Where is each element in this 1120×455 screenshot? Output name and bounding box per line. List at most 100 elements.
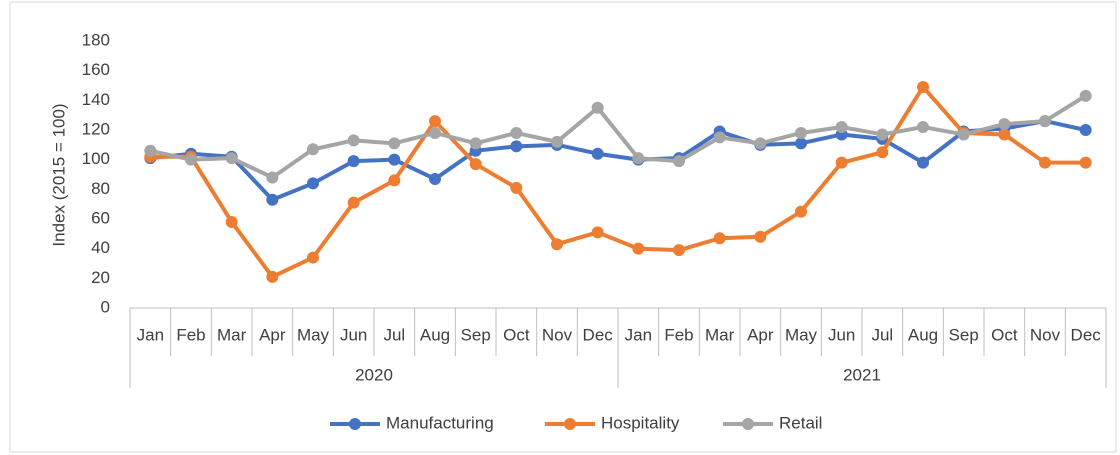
x-tick-label: Jun [828, 325, 855, 344]
data-point [307, 143, 319, 156]
x-tick-label: Jun [340, 325, 367, 344]
data-point [307, 177, 319, 190]
y-tick-label: 60 [91, 208, 110, 227]
data-point [876, 146, 889, 159]
data-point [388, 137, 401, 150]
data-point [225, 215, 238, 228]
data-point [591, 226, 604, 239]
data-point [917, 80, 929, 93]
x-tick-label: Jul [383, 325, 405, 344]
x-tick-label: Nov [542, 325, 573, 344]
x-tick-label: Jan [625, 325, 652, 344]
data-point [510, 140, 523, 153]
x-tick-label: Feb [176, 325, 205, 344]
data-point [347, 196, 360, 209]
data-point [632, 152, 645, 165]
x-tick-label: Oct [991, 325, 1018, 344]
data-point [307, 251, 319, 264]
data-point [469, 137, 482, 150]
data-point [469, 158, 482, 171]
data-point [754, 230, 767, 243]
x-tick-label: Jul [871, 325, 893, 344]
data-point [1079, 124, 1092, 136]
data-point [388, 153, 401, 166]
data-point [754, 137, 767, 150]
data-point [266, 171, 279, 184]
x-tick-label: Apr [259, 325, 286, 344]
x-tick-label: Dec [583, 325, 614, 344]
data-point [795, 137, 807, 150]
legend-label: Retail [779, 413, 822, 432]
data-point [591, 147, 604, 160]
x-tick-label: Nov [1030, 325, 1061, 344]
data-point [510, 126, 523, 139]
x-tick-label: Sep [949, 325, 979, 344]
x-tick-label: May [297, 325, 330, 344]
data-point [713, 232, 726, 245]
series-line [150, 119, 1087, 202]
data-point [429, 115, 441, 128]
x-tick-label: Feb [664, 325, 693, 344]
data-point [185, 153, 197, 166]
x-tick-label: Oct [503, 325, 530, 344]
legend-label: Hospitality [601, 413, 680, 432]
y-tick-label: 180 [82, 30, 110, 49]
y-axis-label: Index (2015 = 100) [49, 103, 68, 246]
y-tick-label: 120 [82, 119, 110, 138]
data-point [347, 134, 360, 147]
series-line [150, 84, 1086, 279]
data-point [510, 181, 523, 194]
x-tick-label: May [785, 325, 818, 344]
data-point [551, 135, 563, 148]
data-point [673, 155, 685, 168]
x-tick-label: Dec [1071, 325, 1102, 344]
legend-marker [742, 418, 754, 430]
series-line [149, 94, 1087, 180]
chart-frame [9, 1, 1117, 453]
data-point [632, 242, 645, 255]
data-point [917, 156, 929, 169]
y-tick-label: 40 [91, 238, 110, 257]
data-point [591, 101, 604, 114]
data-point [388, 174, 401, 187]
data-point [917, 121, 929, 134]
data-point [1039, 156, 1051, 169]
x-tick-label: Aug [420, 325, 450, 344]
data-point [998, 118, 1011, 131]
data-point [835, 121, 848, 134]
legend-marker [564, 418, 576, 430]
y-tick-label: 160 [82, 60, 110, 79]
data-point [957, 128, 970, 141]
data-point [225, 152, 238, 165]
group-label: 2020 [355, 365, 393, 384]
y-tick-label: 140 [82, 90, 110, 109]
data-point [266, 193, 279, 206]
data-point [429, 126, 441, 139]
y-tick-label: 20 [91, 268, 110, 287]
x-tick-label: Apr [747, 325, 774, 344]
data-point [795, 205, 807, 218]
data-point [835, 156, 848, 169]
x-tick-label: Aug [908, 325, 938, 344]
y-tick-label: 80 [91, 179, 110, 198]
data-point [429, 172, 441, 185]
legend-label: Manufacturing [386, 413, 494, 432]
data-point [713, 131, 726, 144]
data-point [795, 126, 807, 139]
x-tick-label: Mar [705, 325, 735, 344]
data-point [876, 128, 889, 141]
data-point [551, 238, 563, 251]
group-label: 2021 [843, 365, 881, 384]
data-point [1079, 89, 1092, 102]
x-tick-label: Mar [217, 325, 247, 344]
data-point [144, 144, 157, 157]
data-point [266, 270, 279, 283]
x-tick-label: Jan [137, 325, 164, 344]
y-tick-label: 0 [101, 297, 110, 316]
data-point [1079, 156, 1092, 169]
legend-marker [349, 418, 361, 430]
x-tick-label: Sep [461, 325, 491, 344]
data-point [673, 244, 685, 257]
y-tick-label: 100 [82, 149, 110, 168]
